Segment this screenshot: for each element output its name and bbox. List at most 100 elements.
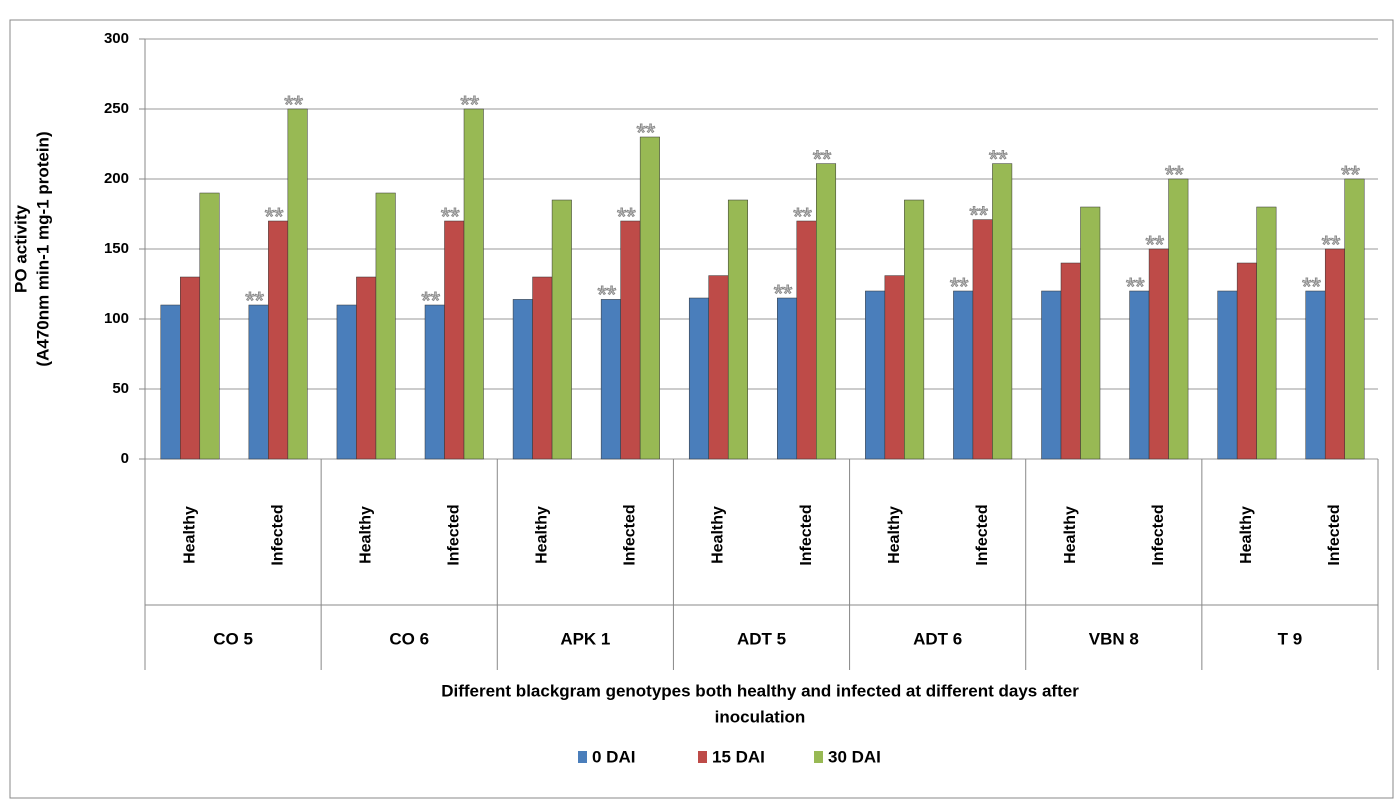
bar xyxy=(336,304,357,460)
legend-label: 15 DAI xyxy=(712,747,765,766)
y-tick-label: 250 xyxy=(104,100,129,117)
x-axis-title: Different blackgram genotypes both healt… xyxy=(441,681,1079,700)
legend-label: 30 DAI xyxy=(828,747,881,766)
bar xyxy=(1148,248,1169,460)
significance-label: ** xyxy=(774,280,793,307)
bar xyxy=(904,199,925,460)
bar xyxy=(1236,262,1257,460)
y-tick-label: 50 xyxy=(112,380,129,397)
x-tick-label: Infected xyxy=(798,504,815,565)
bar xyxy=(1129,290,1150,460)
group-label: T 9 xyxy=(1278,629,1303,648)
bar xyxy=(160,304,181,460)
significance-label: ** xyxy=(793,203,812,230)
bar xyxy=(532,276,553,460)
x-tick-label: Infected xyxy=(1326,504,1343,565)
bar xyxy=(268,220,289,460)
bar xyxy=(1168,178,1189,460)
y-tick-label: 150 xyxy=(104,240,129,257)
bar xyxy=(375,192,396,460)
bar xyxy=(512,299,533,460)
bar xyxy=(287,108,308,460)
y-tick-label: 0 xyxy=(121,450,129,467)
bar xyxy=(884,275,905,460)
significance-label: ** xyxy=(950,273,969,300)
bar xyxy=(708,275,729,460)
significance-label: ** xyxy=(265,203,284,230)
x-tick-label: Healthy xyxy=(1238,506,1255,564)
significance-label: ** xyxy=(460,91,479,118)
significance-label: ** xyxy=(245,287,264,314)
group-label: ADT 5 xyxy=(737,629,786,648)
y-tick-label: 300 xyxy=(104,30,129,47)
x-tick-label: Healthy xyxy=(181,506,198,564)
group-label: APK 1 xyxy=(560,629,610,648)
significance-label: ** xyxy=(989,146,1008,173)
y-tick-label: 200 xyxy=(104,170,129,187)
bar xyxy=(199,192,220,460)
bar xyxy=(248,304,269,460)
bar xyxy=(600,299,621,460)
bar xyxy=(356,276,377,460)
significance-label: ** xyxy=(1126,273,1145,300)
bar xyxy=(444,220,465,460)
significance-label: ** xyxy=(617,203,636,230)
y-tick-label: 100 xyxy=(104,310,129,327)
bar xyxy=(1217,290,1238,460)
significance-label: ** xyxy=(1145,231,1164,258)
bar xyxy=(620,220,641,460)
significance-label: ** xyxy=(969,202,988,229)
significance-label: ** xyxy=(1322,231,1341,258)
bar xyxy=(865,290,886,460)
x-tick-label: Healthy xyxy=(1062,506,1079,564)
significance-label: ** xyxy=(1165,161,1184,188)
x-tick-label: Healthy xyxy=(886,506,903,564)
bar xyxy=(688,297,709,460)
significance-label: ** xyxy=(441,203,460,230)
x-axis-title: inoculation xyxy=(715,707,806,726)
bar xyxy=(796,220,817,460)
x-tick-label: Healthy xyxy=(710,506,727,564)
significance-label: ** xyxy=(598,282,617,309)
legend-label: 0 DAI xyxy=(592,747,635,766)
bar xyxy=(1041,290,1062,460)
bar xyxy=(180,276,201,460)
legend-swatch xyxy=(814,751,823,763)
legend-swatch xyxy=(698,751,707,763)
x-tick-label: Infected xyxy=(622,504,639,565)
x-tick-label: Infected xyxy=(269,504,286,565)
group-label: CO 5 xyxy=(213,629,253,648)
significance-label: ** xyxy=(1341,161,1360,188)
bar xyxy=(1060,262,1081,460)
y-axis-title: (A470nm min-1 mg-1 protein) xyxy=(33,131,52,366)
bar xyxy=(953,290,974,460)
bar xyxy=(551,199,572,460)
x-tick-label: Healthy xyxy=(534,506,551,564)
significance-label: ** xyxy=(637,119,656,146)
bar xyxy=(639,136,660,460)
bar xyxy=(424,304,445,460)
bar xyxy=(777,297,798,460)
bar xyxy=(1256,206,1277,460)
bar xyxy=(1080,206,1101,460)
legend-swatch xyxy=(578,751,587,763)
x-tick-label: Healthy xyxy=(357,506,374,564)
bar xyxy=(727,199,748,460)
bar xyxy=(1305,290,1326,460)
group-label: VBN 8 xyxy=(1089,629,1139,648)
significance-label: ** xyxy=(813,146,832,173)
bar xyxy=(1344,178,1365,460)
bar xyxy=(1324,248,1345,460)
y-axis-title: PO activity xyxy=(11,205,30,293)
significance-label: ** xyxy=(284,91,303,118)
significance-label: ** xyxy=(421,287,440,314)
bar xyxy=(816,163,837,460)
x-tick-label: Infected xyxy=(1150,504,1167,565)
bar xyxy=(992,163,1013,460)
significance-label: ** xyxy=(1302,273,1321,300)
x-tick-label: Infected xyxy=(974,504,991,565)
group-label: CO 6 xyxy=(389,629,429,648)
bar xyxy=(972,219,993,460)
group-label: ADT 6 xyxy=(913,629,962,648)
